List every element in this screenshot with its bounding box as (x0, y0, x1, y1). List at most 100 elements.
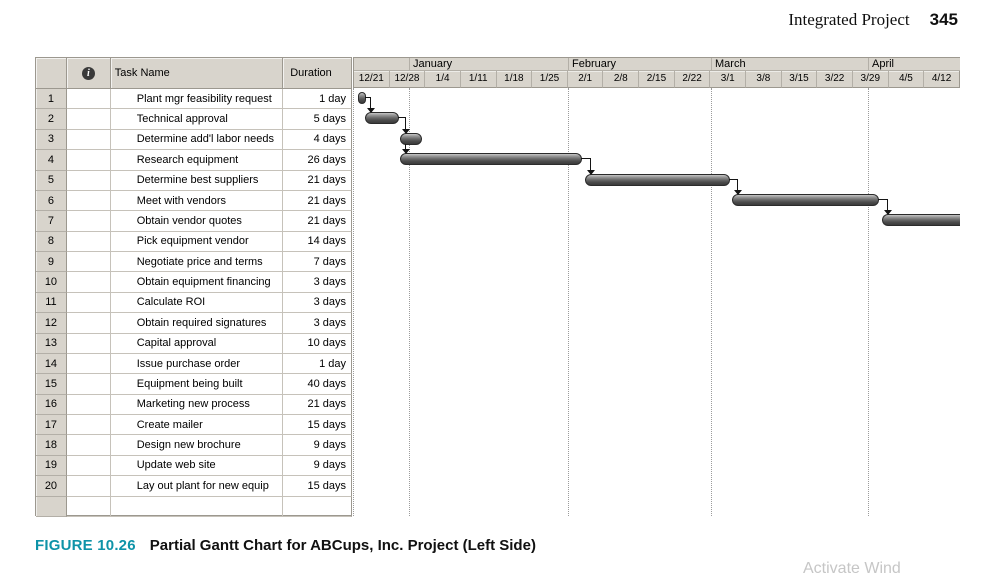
task-duration-cell[interactable]: 9 days (283, 455, 352, 477)
task-indicator-cell[interactable] (66, 455, 111, 477)
task-indicator-cell[interactable] (66, 170, 111, 191)
task-id-cell[interactable]: 9 (36, 252, 67, 273)
task-id-cell[interactable]: 20 (36, 476, 67, 497)
task-id-cell[interactable]: 8 (36, 231, 67, 252)
task-indicator-cell[interactable] (66, 150, 111, 171)
task-name-cell[interactable]: Obtain equipment financing (110, 272, 284, 293)
task-indicator-cell[interactable] (66, 496, 111, 517)
task-id-cell[interactable]: 11 (36, 292, 67, 314)
task-duration-cell[interactable]: 1 day (283, 353, 352, 375)
task-id-cell[interactable]: 16 (36, 394, 67, 415)
link-line (405, 117, 406, 130)
duration-column-header[interactable]: Duration (283, 58, 352, 89)
task-indicator-cell[interactable] (66, 129, 111, 151)
task-indicator-cell[interactable] (66, 353, 111, 375)
task-indicator-cell[interactable] (66, 231, 111, 252)
task-duration-cell[interactable]: 3 days (283, 292, 352, 314)
running-head-title: Integrated Project (788, 10, 910, 29)
task-duration-cell[interactable]: 4 days (283, 129, 352, 151)
select-all-header-cell[interactable] (36, 58, 67, 89)
task-name-cell[interactable]: Obtain required signatures (110, 313, 284, 334)
gantt-task-bar[interactable] (400, 153, 582, 166)
task-duration-cell[interactable]: 3 days (283, 313, 352, 334)
task-id-cell[interactable]: 14 (36, 353, 67, 375)
task-id-cell[interactable]: 2 (36, 109, 67, 130)
task-duration-cell[interactable]: 21 days (283, 211, 352, 232)
gantt-task-bar[interactable] (358, 92, 366, 104)
task-indicator-cell[interactable] (66, 313, 111, 334)
task-name-cell[interactable]: Calculate ROI (110, 292, 284, 314)
task-indicator-cell[interactable] (66, 211, 111, 232)
task-duration-cell[interactable]: 21 days (283, 170, 352, 191)
task-duration-cell[interactable]: 1 day (283, 89, 352, 110)
task-id-cell[interactable]: 13 (36, 333, 67, 354)
task-duration-cell[interactable]: 5 days (283, 109, 352, 130)
task-id-cell[interactable]: 6 (36, 190, 67, 212)
task-indicator-cell[interactable] (66, 394, 111, 415)
task-duration-cell[interactable]: 9 days (283, 435, 352, 456)
task-indicator-cell[interactable] (66, 252, 111, 273)
task-id-cell[interactable]: 4 (36, 150, 67, 171)
task-id-cell[interactable]: 1 (36, 89, 67, 110)
task-indicator-cell[interactable] (66, 190, 111, 212)
task-name-cell[interactable]: Meet with vendors (110, 190, 284, 212)
task-indicator-cell[interactable] (66, 292, 111, 314)
task-name-cell[interactable] (110, 496, 284, 517)
task-name-cell[interactable]: Update web site (110, 455, 284, 477)
task-duration-cell[interactable]: 3 days (283, 272, 352, 293)
gantt-task-bar[interactable] (882, 214, 960, 227)
task-name-cell[interactable]: Determine add'l labor needs (110, 129, 284, 151)
gantt-task-bar[interactable] (400, 132, 422, 145)
month-gridline (868, 88, 869, 516)
task-name-cell[interactable]: Technical approval (110, 109, 284, 130)
task-id-cell[interactable]: 7 (36, 211, 67, 232)
gantt-task-bar[interactable] (585, 173, 730, 186)
task-name-cell[interactable]: Obtain vendor quotes (110, 211, 284, 232)
task-id-cell[interactable]: 5 (36, 170, 67, 191)
task-id-cell[interactable]: 10 (36, 272, 67, 293)
task-duration-cell[interactable]: 15 days (283, 476, 352, 497)
task-id-cell[interactable] (36, 496, 67, 517)
task-name-cell[interactable]: Create mailer (110, 415, 284, 436)
task-id-cell[interactable]: 18 (36, 435, 67, 456)
task-duration-cell[interactable]: 10 days (283, 333, 352, 354)
task-name-cell[interactable]: Pick equipment vendor (110, 231, 284, 252)
task-indicator-cell[interactable] (66, 272, 111, 293)
task-name-cell[interactable]: Capital approval (110, 333, 284, 354)
task-name-cell[interactable]: Research equipment (110, 150, 284, 171)
task-indicator-cell[interactable] (66, 476, 111, 497)
task-name-cell[interactable]: Equipment being built (110, 374, 284, 395)
task-duration-cell[interactable]: 21 days (283, 394, 352, 415)
task-duration-cell[interactable]: 26 days (283, 150, 352, 171)
gantt-task-bar[interactable] (732, 193, 879, 206)
task-name-column-header[interactable]: Task Name (110, 58, 284, 89)
task-duration-cell[interactable] (283, 496, 352, 517)
task-id-cell[interactable]: 19 (36, 455, 67, 477)
task-id-cell[interactable]: 15 (36, 374, 67, 395)
task-indicator-cell[interactable] (66, 89, 111, 110)
task-name-cell[interactable]: Lay out plant for new equip (110, 476, 284, 497)
task-name-cell[interactable]: Issue purchase order (110, 353, 284, 375)
task-indicator-cell[interactable] (66, 333, 111, 354)
task-duration-cell[interactable]: 21 days (283, 190, 352, 212)
timescale-week-tick: 3/29 (852, 71, 889, 88)
task-indicator-cell[interactable] (66, 415, 111, 436)
indicators-column-header[interactable]: i (66, 58, 111, 89)
task-indicator-cell[interactable] (66, 109, 111, 130)
task-duration-cell[interactable]: 40 days (283, 374, 352, 395)
task-duration-cell[interactable]: 15 days (283, 415, 352, 436)
task-name-cell[interactable]: Determine best suppliers (110, 170, 284, 191)
task-id-cell[interactable]: 3 (36, 129, 67, 151)
task-name-cell[interactable]: Marketing new process (110, 394, 284, 415)
task-name-cell[interactable]: Plant mgr feasibility request (110, 89, 284, 110)
gantt-task-bar[interactable] (365, 112, 399, 125)
task-id-cell[interactable]: 17 (36, 415, 67, 436)
task-duration-cell[interactable]: 14 days (283, 231, 352, 252)
task-name-cell[interactable]: Design new brochure (110, 435, 284, 456)
task-name-cell[interactable]: Negotiate price and terms (110, 252, 284, 273)
task-indicator-cell[interactable] (66, 435, 111, 456)
month-gridline (711, 88, 712, 516)
task-id-cell[interactable]: 12 (36, 313, 67, 334)
task-indicator-cell[interactable] (66, 374, 111, 395)
task-duration-cell[interactable]: 7 days (283, 252, 352, 273)
